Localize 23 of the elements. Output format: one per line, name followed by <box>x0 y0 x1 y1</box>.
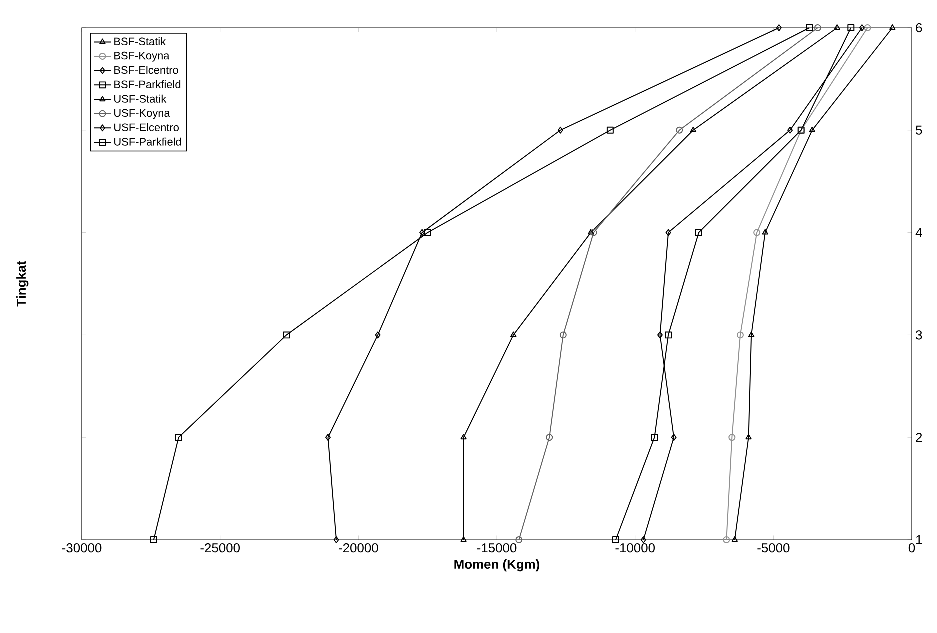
legend-label: BSF-Koyna <box>114 52 170 62</box>
x-tick-label: -25000 <box>200 544 240 553</box>
legend-label: USF-Elcentro <box>114 123 179 132</box>
x-tick-label: -20000 <box>339 544 378 553</box>
y-tick-label: 5 <box>916 126 922 135</box>
x-tick-label: -15000 <box>477 544 517 553</box>
y-tick-label: 2 <box>916 433 922 442</box>
y-tick-label: 3 <box>916 330 922 340</box>
y-tick-label: 6 <box>916 23 922 33</box>
legend-label: BSF-Elcentro <box>114 66 178 74</box>
y-tick-label: 4 <box>916 228 922 238</box>
y-axis-title: Tingkat <box>16 261 29 307</box>
y-tick-label: 1 <box>916 536 922 544</box>
legend-label: BSF-Statik <box>114 38 166 46</box>
x-tick-label: -30000 <box>62 544 102 553</box>
x-tick-label: 0 <box>908 544 916 553</box>
x-axis-title: Momen (Kgm) <box>454 560 540 572</box>
legend-label: BSF-Parkfield <box>114 80 181 89</box>
legend-label: USF-Koyna <box>114 109 170 120</box>
x-tick-label: -10000 <box>616 544 655 553</box>
x-tick-label: -5000 <box>758 544 790 553</box>
legend-label: USF-Parkfield <box>114 138 182 146</box>
legend-label: USF-Statik <box>114 94 167 103</box>
